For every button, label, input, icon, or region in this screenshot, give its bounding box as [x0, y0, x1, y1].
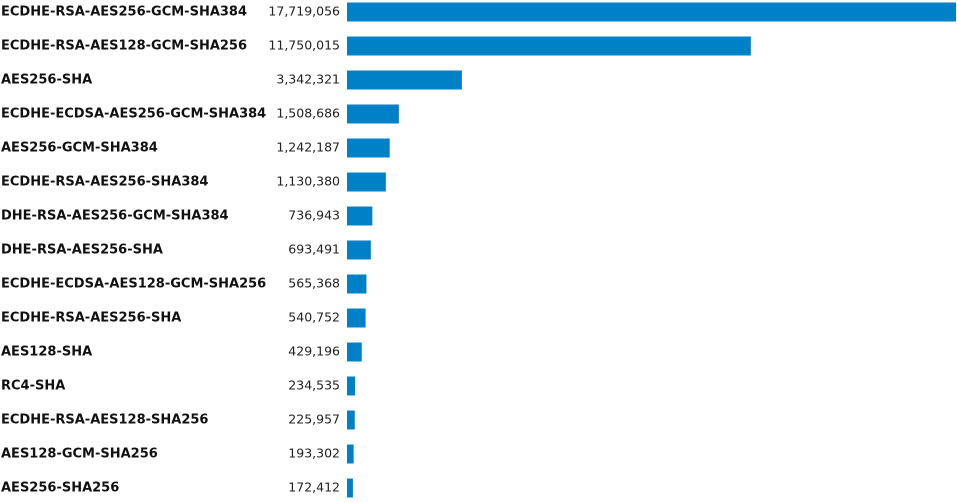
- category-label: AES256-GCM-SHA384: [1, 141, 158, 156]
- bar-row: ECDHE-ECDSA-AES128-GCM-SHA256 565,368: [1, 274, 367, 294]
- value-label: 565,368: [288, 276, 340, 291]
- category-label: ECDHE-ECDSA-AES128-GCM-SHA256: [1, 277, 266, 292]
- category-label: AES128-GCM-SHA256: [1, 447, 158, 462]
- value-label: 1,508,686: [276, 106, 340, 121]
- bar-row: RC4-SHA 234,535: [1, 376, 356, 396]
- bar: [347, 274, 367, 294]
- bar-row: AES256-SHA256 172,412: [1, 478, 353, 498]
- value-label: 193,302: [288, 446, 340, 461]
- bar: [347, 70, 462, 90]
- bar: [347, 444, 354, 464]
- category-label: ECDHE-RSA-AES256-SHA: [1, 311, 181, 326]
- value-label: 429,196: [288, 344, 340, 359]
- category-label: ECDHE-ECDSA-AES256-GCM-SHA384: [1, 107, 266, 122]
- bar: [347, 206, 373, 226]
- bar: [347, 342, 362, 362]
- bar: [347, 2, 956, 22]
- category-label: ECDHE-RSA-AES256-SHA384: [1, 175, 208, 190]
- bar: [347, 104, 399, 124]
- category-label: AES128-SHA: [1, 345, 92, 360]
- category-label: RC4-SHA: [1, 379, 65, 394]
- value-label: 1,130,380: [276, 174, 340, 189]
- bar: [347, 36, 751, 56]
- value-label: 540,752: [288, 310, 340, 325]
- bar: [347, 410, 355, 430]
- category-label: DHE-RSA-AES256-GCM-SHA384: [1, 209, 229, 224]
- bar-row: AES256-SHA 3,342,321: [1, 70, 462, 90]
- bar: [347, 172, 386, 192]
- bar-row: ECDHE-RSA-AES256-GCM-SHA384 17,719,056: [1, 2, 956, 22]
- value-label: 17,719,056: [268, 4, 340, 19]
- bar: [347, 138, 390, 158]
- bar-row: ECDHE-RSA-AES128-SHA256 225,957: [1, 410, 355, 430]
- category-label: ECDHE-RSA-AES256-GCM-SHA384: [1, 5, 247, 20]
- category-label: ECDHE-RSA-AES128-SHA256: [1, 413, 208, 428]
- value-label: 693,491: [288, 242, 340, 257]
- value-label: 1,242,187: [276, 140, 340, 155]
- bar-row: ECDHE-RSA-AES128-GCM-SHA256 11,750,015: [1, 36, 751, 56]
- category-label: ECDHE-RSA-AES128-GCM-SHA256: [1, 39, 247, 54]
- bar: [347, 478, 353, 498]
- value-label: 225,957: [288, 412, 340, 427]
- value-label: 736,943: [288, 208, 340, 223]
- bar-row: AES256-GCM-SHA384 1,242,187: [1, 138, 390, 158]
- category-label: DHE-RSA-AES256-SHA: [1, 243, 163, 258]
- bar-row: DHE-RSA-AES256-SHA 693,491: [1, 240, 371, 260]
- bar: [347, 240, 371, 260]
- bar-row: ECDHE-ECDSA-AES256-GCM-SHA384 1,508,686: [1, 104, 399, 124]
- bar: [347, 308, 366, 328]
- bar-row: DHE-RSA-AES256-GCM-SHA384 736,943: [1, 206, 373, 226]
- bar: [347, 376, 356, 396]
- bar-row: ECDHE-RSA-AES256-SHA384 1,130,380: [1, 172, 386, 192]
- value-label: 3,342,321: [276, 72, 340, 87]
- value-label: 11,750,015: [268, 38, 340, 53]
- bar-row: AES128-GCM-SHA256 193,302: [1, 444, 354, 464]
- bar-row: AES128-SHA 429,196: [1, 342, 362, 362]
- value-label: 234,535: [288, 378, 340, 393]
- category-label: AES256-SHA: [1, 73, 92, 88]
- value-label: 172,412: [288, 480, 340, 495]
- bar-row: ECDHE-RSA-AES256-SHA 540,752: [1, 308, 366, 328]
- category-label: AES256-SHA256: [1, 481, 119, 496]
